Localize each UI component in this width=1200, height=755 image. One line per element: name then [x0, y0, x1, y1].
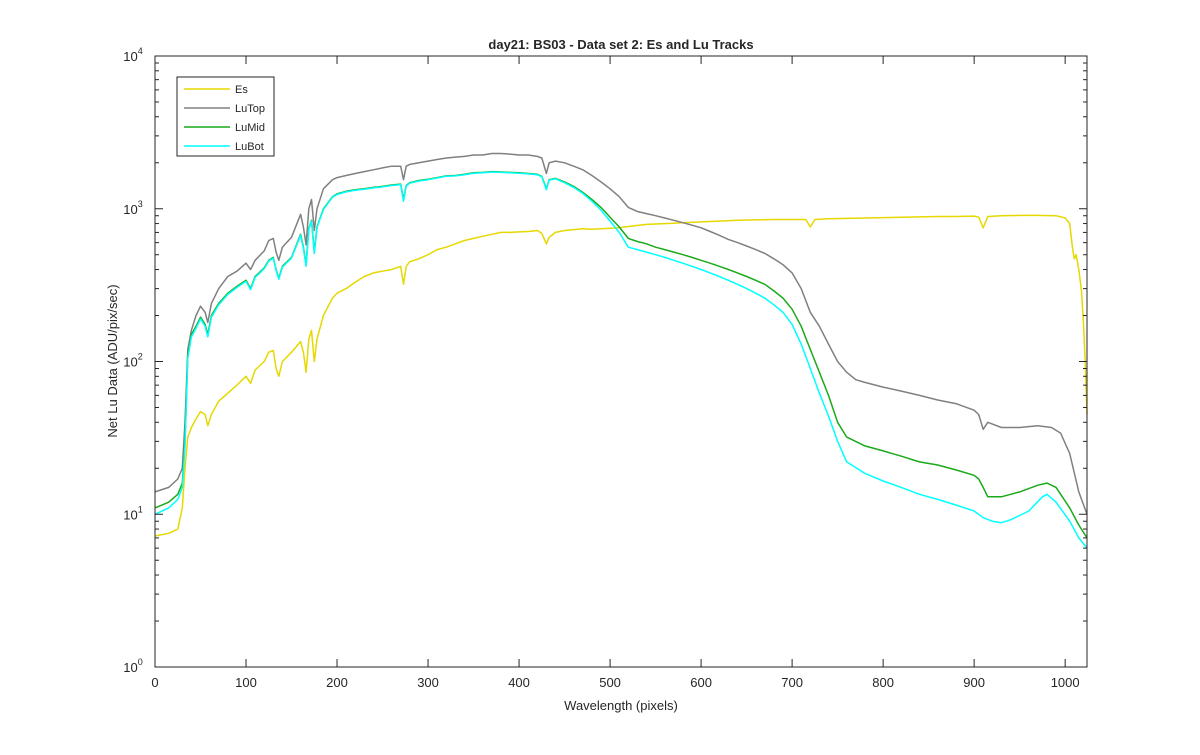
series-layer	[154, 152, 1088, 549]
y-tick-base: 10	[123, 507, 137, 522]
x-tick-label: 100	[235, 675, 257, 690]
y-tick-exponent: 1	[138, 504, 143, 514]
x-tick-label: 400	[508, 675, 530, 690]
x-tick-label: 200	[326, 675, 348, 690]
y-tick-label: 100	[123, 657, 142, 675]
y-tick-base: 10	[123, 660, 137, 675]
legend-label-es: Es	[235, 84, 248, 96]
y-tick-label: 103	[123, 199, 142, 217]
legend-label-lubot: LuBot	[235, 141, 264, 153]
y-tick-base: 10	[123, 355, 137, 370]
x-tick-label: 600	[690, 675, 712, 690]
y-tick-exponent: 3	[138, 199, 143, 209]
legend-label-lutop: LuTop	[235, 103, 265, 115]
y-axis-label: Net Lu Data (ADU/pix/sec)	[105, 284, 120, 437]
x-tick-label: 0	[151, 675, 158, 690]
y-tick-exponent: 0	[138, 657, 143, 667]
plot-area	[155, 56, 1087, 667]
x-axis-label: Wavelength (pixels)	[564, 698, 678, 713]
series-line-es	[154, 214, 1088, 537]
x-tick-label: 300	[417, 675, 439, 690]
chart-title: day21: BS03 - Data set 2: Es and Lu Trac…	[488, 37, 753, 52]
y-tick-label: 104	[123, 46, 142, 64]
legend-box	[176, 76, 275, 157]
y-tick-label: 102	[123, 352, 142, 370]
series-line-lubot	[154, 171, 1088, 549]
series-line-lutop	[154, 152, 1088, 515]
y-tick-base: 10	[123, 202, 137, 217]
x-tick-label: 500	[599, 675, 621, 690]
legend: Es LuTop LuMid LuBot	[176, 76, 275, 157]
x-tick-label: 1000	[1051, 675, 1080, 690]
y-tick-label: 101	[123, 504, 142, 522]
x-axis-ticks: 0 100 200 300 400 500 600 700 800 900 1000	[151, 56, 1080, 690]
y-tick-base: 10	[123, 49, 137, 64]
y-tick-exponent: 2	[138, 352, 143, 362]
x-tick-label: 700	[781, 675, 803, 690]
y-tick-exponent: 4	[138, 46, 143, 56]
x-tick-label: 900	[963, 675, 985, 690]
legend-label-lumid: LuMid	[235, 122, 265, 134]
x-tick-label: 800	[872, 675, 894, 690]
